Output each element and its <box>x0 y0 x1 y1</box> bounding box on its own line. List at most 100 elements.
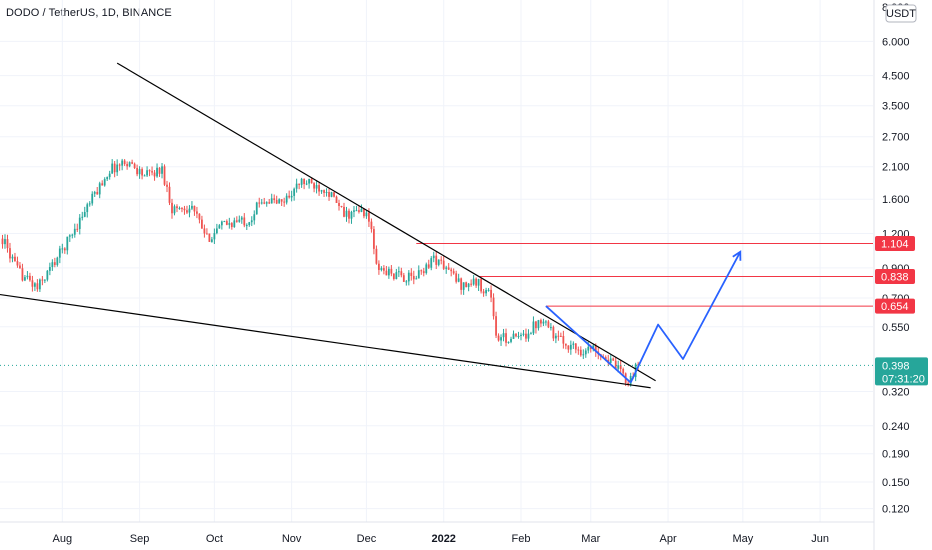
candle[interactable] <box>373 226 375 255</box>
candle[interactable] <box>24 274 26 282</box>
candle[interactable] <box>243 213 246 228</box>
candle[interactable] <box>410 268 413 281</box>
currency-badge[interactable] <box>885 4 917 23</box>
candle[interactable] <box>382 265 385 275</box>
candle[interactable] <box>193 205 196 216</box>
candle[interactable] <box>417 265 420 279</box>
candle[interactable] <box>400 267 403 278</box>
candle[interactable] <box>510 336 512 344</box>
candle[interactable] <box>370 218 373 233</box>
candle[interactable] <box>475 277 478 288</box>
candle[interactable] <box>520 332 522 341</box>
candle[interactable] <box>377 260 380 275</box>
candle[interactable] <box>213 228 216 245</box>
candle[interactable] <box>191 201 193 211</box>
candle[interactable] <box>405 279 408 286</box>
candle[interactable] <box>557 330 560 341</box>
candle[interactable] <box>462 282 465 295</box>
candle[interactable] <box>290 190 293 202</box>
candle[interactable] <box>425 262 428 275</box>
candle[interactable] <box>133 162 136 170</box>
candle[interactable] <box>569 340 572 355</box>
candle[interactable] <box>19 262 21 269</box>
candle[interactable] <box>73 223 76 238</box>
candle[interactable] <box>43 279 46 284</box>
candle[interactable] <box>53 257 56 268</box>
candle[interactable] <box>564 343 567 350</box>
candle[interactable] <box>442 256 445 271</box>
candle[interactable] <box>86 202 89 218</box>
candle[interactable] <box>148 169 151 177</box>
candle[interactable] <box>220 220 223 230</box>
candle[interactable] <box>527 329 530 342</box>
candle[interactable] <box>126 161 129 170</box>
candle[interactable] <box>33 282 36 291</box>
candle[interactable] <box>280 199 283 207</box>
candle[interactable] <box>146 166 148 177</box>
candle[interactable] <box>495 311 497 339</box>
candle[interactable] <box>340 205 343 208</box>
candle[interactable] <box>223 220 226 223</box>
candle[interactable] <box>360 204 363 213</box>
candle[interactable] <box>380 266 383 272</box>
candle[interactable] <box>614 356 617 370</box>
candle[interactable] <box>455 270 458 284</box>
candle[interactable] <box>166 180 168 193</box>
candle[interactable] <box>6 234 9 253</box>
candle[interactable] <box>540 318 542 328</box>
candle[interactable] <box>537 319 540 331</box>
candle[interactable] <box>106 176 109 182</box>
candle[interactable] <box>392 273 395 281</box>
candle[interactable] <box>111 159 114 174</box>
candle[interactable] <box>440 256 443 265</box>
candle[interactable] <box>250 216 253 227</box>
candle[interactable] <box>181 207 183 213</box>
candle[interactable] <box>235 216 238 223</box>
candle[interactable] <box>427 259 430 270</box>
candle[interactable] <box>554 333 557 344</box>
candle[interactable] <box>26 271 29 280</box>
candle[interactable] <box>497 333 500 342</box>
candle[interactable] <box>68 234 71 242</box>
candle[interactable] <box>61 243 64 254</box>
candle[interactable] <box>196 206 198 219</box>
candle[interactable] <box>313 182 315 193</box>
candle[interactable] <box>238 215 241 223</box>
candle[interactable] <box>552 325 555 342</box>
candle[interactable] <box>320 189 323 194</box>
candle[interactable] <box>101 180 104 186</box>
candle[interactable] <box>225 219 228 226</box>
candle[interactable] <box>48 262 51 276</box>
candle[interactable] <box>36 279 39 292</box>
candle[interactable] <box>158 167 161 177</box>
candle[interactable] <box>487 288 490 292</box>
candle[interactable] <box>228 217 231 229</box>
candle[interactable] <box>29 272 31 282</box>
candle[interactable] <box>407 270 410 286</box>
candle[interactable] <box>176 204 178 213</box>
candle[interactable] <box>412 270 415 285</box>
candle[interactable] <box>38 278 41 292</box>
candle[interactable] <box>78 214 81 235</box>
candle[interactable] <box>153 170 156 181</box>
candle[interactable] <box>118 163 121 171</box>
candle[interactable] <box>9 242 11 263</box>
candle[interactable] <box>467 282 470 292</box>
candle[interactable] <box>567 345 570 353</box>
candle[interactable] <box>156 163 158 178</box>
candle[interactable] <box>387 266 390 279</box>
candle[interactable] <box>141 167 143 180</box>
candle[interactable] <box>285 193 288 205</box>
candle[interactable] <box>210 236 213 243</box>
candle[interactable] <box>188 205 191 218</box>
candle[interactable] <box>315 180 318 194</box>
candle[interactable] <box>547 319 550 329</box>
projection-path[interactable] <box>545 305 632 384</box>
candle[interactable] <box>63 247 66 254</box>
candle[interactable] <box>318 181 320 196</box>
candle[interactable] <box>465 281 468 288</box>
candle[interactable] <box>300 177 303 188</box>
candle[interactable] <box>472 275 475 286</box>
candle[interactable] <box>168 182 171 206</box>
candle[interactable] <box>402 272 405 282</box>
